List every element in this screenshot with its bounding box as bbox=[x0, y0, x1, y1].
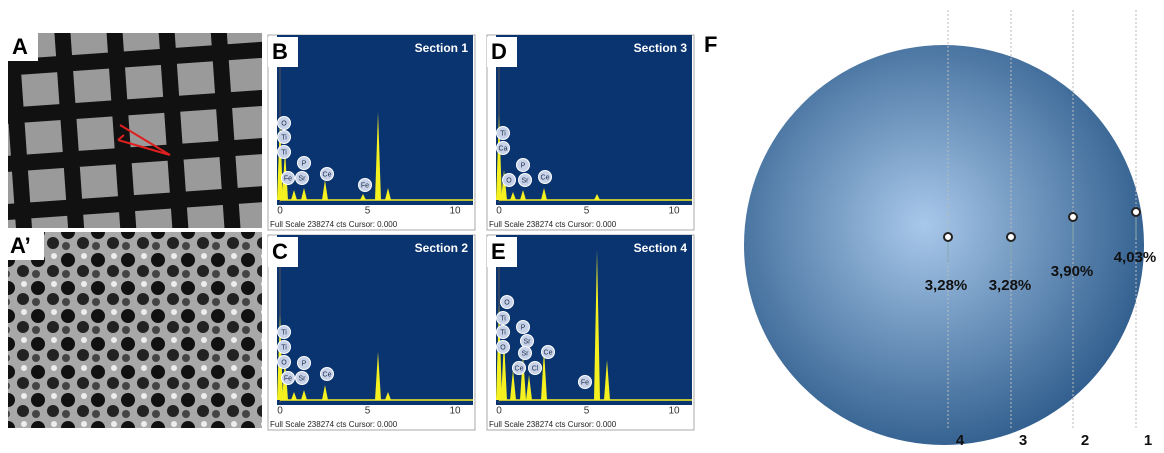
element-label: P bbox=[521, 162, 526, 169]
panel-label: E bbox=[491, 239, 506, 264]
percentage: 3,28% bbox=[925, 277, 968, 294]
element-label: Sr bbox=[522, 350, 530, 357]
measure-point bbox=[1132, 208, 1140, 216]
panel-label: C bbox=[272, 239, 288, 264]
section-title: Section 1 bbox=[415, 41, 469, 55]
tick-label: 10 bbox=[668, 206, 680, 217]
element-label: Ce bbox=[323, 371, 332, 378]
figure: A A’ F BSection 10510Full Scale 238274 c… bbox=[0, 0, 1164, 453]
footer: Full Scale 238274 cts Cursor: 0.000 bbox=[270, 220, 398, 229]
sphere bbox=[744, 45, 1144, 445]
spectrum-plot bbox=[496, 235, 692, 405]
tick-label: 0 bbox=[277, 406, 283, 417]
element-label: O bbox=[504, 299, 510, 306]
element-label: O bbox=[506, 177, 512, 184]
percentage: 4,03% bbox=[1114, 249, 1157, 266]
tick-label: 0 bbox=[277, 206, 283, 217]
element-label: Sr bbox=[299, 375, 307, 382]
percentage: 3,28% bbox=[989, 277, 1032, 294]
tick-label: 10 bbox=[449, 206, 461, 217]
position-label: 2 bbox=[1081, 432, 1089, 449]
footer: Full Scale 238274 cts Cursor: 0.000 bbox=[489, 220, 617, 229]
page: {"panels":{"a":"A","a_prime":"A’","f":"F… bbox=[0, 0, 1164, 453]
percentage: 3,90% bbox=[1051, 263, 1094, 280]
element-label: P bbox=[302, 360, 307, 367]
element-label: Ce bbox=[541, 174, 550, 181]
tick-label: 10 bbox=[668, 406, 680, 417]
measure-point bbox=[1007, 233, 1015, 241]
element-label: Ti bbox=[500, 315, 506, 322]
panel-label: A bbox=[12, 34, 28, 59]
panel-label: A’ bbox=[10, 233, 31, 258]
tick-label: 0 bbox=[496, 206, 502, 217]
element-label: O bbox=[281, 120, 287, 127]
micrograph bbox=[8, 232, 262, 428]
tick-label: 5 bbox=[584, 206, 590, 217]
footer: Full Scale 238274 cts Cursor: 0.000 bbox=[489, 420, 617, 429]
footer: Full Scale 238274 cts Cursor: 0.000 bbox=[270, 420, 398, 429]
micrograph bbox=[8, 33, 262, 228]
element-label: Ce bbox=[544, 349, 553, 356]
element-label: P bbox=[521, 324, 526, 331]
tick-label: 5 bbox=[365, 206, 371, 217]
element-label: Ca bbox=[499, 145, 508, 152]
element-label: Ti bbox=[281, 344, 287, 351]
tick-label: 0 bbox=[496, 406, 502, 417]
element-label: Fe bbox=[284, 175, 292, 182]
element-label: Fe bbox=[284, 375, 292, 382]
panel-label: F bbox=[704, 32, 717, 57]
element-label: Fe bbox=[581, 379, 589, 386]
element-label: P bbox=[302, 160, 307, 167]
element-label: Cl bbox=[532, 365, 539, 372]
section-title: Section 3 bbox=[634, 41, 688, 55]
panel-label: B bbox=[272, 39, 288, 64]
element-label: Sr bbox=[524, 338, 532, 345]
element-label: O bbox=[500, 344, 506, 351]
element-label: Ti bbox=[281, 149, 287, 156]
element-label: Ce bbox=[323, 171, 332, 178]
tick-label: 5 bbox=[365, 406, 371, 417]
measure-point bbox=[944, 233, 952, 241]
tick-label: 5 bbox=[584, 406, 590, 417]
element-label: Ti bbox=[500, 130, 506, 137]
tick-label: 10 bbox=[449, 406, 461, 417]
element-label: Ce bbox=[515, 365, 524, 372]
position-label: 4 bbox=[956, 432, 965, 449]
element-label: Sr bbox=[522, 177, 530, 184]
position-label: 1 bbox=[1144, 432, 1152, 449]
element-label: Sr bbox=[299, 175, 307, 182]
element-label: Fe bbox=[361, 182, 369, 189]
measure-point bbox=[1069, 213, 1077, 221]
panel-label: D bbox=[491, 39, 507, 64]
element-label: Ti bbox=[281, 134, 287, 141]
element-label: O bbox=[281, 359, 287, 366]
element-label: Ti bbox=[281, 329, 287, 336]
section-title: Section 2 bbox=[415, 241, 469, 255]
section-title: Section 4 bbox=[634, 241, 688, 255]
element-label: Ti bbox=[500, 329, 506, 336]
position-label: 3 bbox=[1019, 432, 1027, 449]
